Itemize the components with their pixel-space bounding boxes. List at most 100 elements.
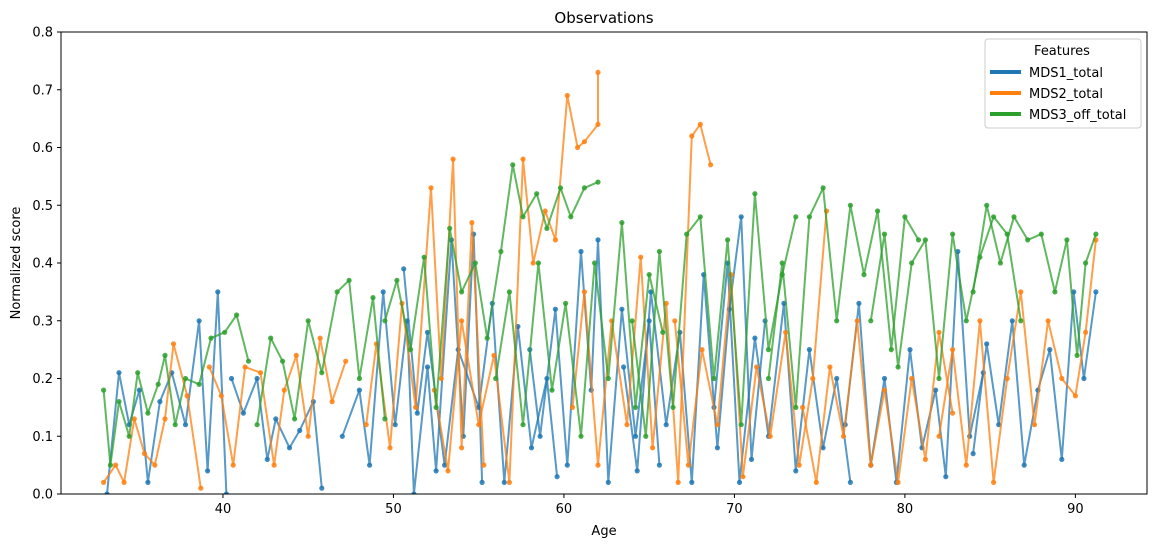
data-point [254, 422, 260, 428]
y-tick-label: 0.2 [32, 372, 53, 387]
data-point [428, 185, 434, 191]
y-tick-label: 0.5 [32, 199, 53, 214]
data-point [230, 462, 236, 468]
data-point [447, 225, 453, 231]
data-point [820, 445, 826, 451]
x-tick-label: 60 [556, 502, 573, 517]
data-point [329, 399, 335, 405]
data-point [689, 133, 695, 139]
data-point [121, 479, 127, 485]
data-point [292, 416, 298, 422]
data-point [413, 404, 419, 410]
series-line [208, 337, 347, 467]
data-point [438, 375, 444, 382]
data-point [991, 479, 997, 485]
data-point [528, 445, 535, 451]
data-point [564, 92, 570, 99]
data-point [902, 214, 908, 220]
data-point [847, 479, 854, 485]
data-point [537, 433, 543, 439]
series-line [673, 210, 828, 478]
y-tick-label: 0.8 [32, 26, 53, 41]
x-tick-label: 70 [726, 502, 743, 517]
data-point [520, 214, 526, 220]
data-point [970, 451, 976, 457]
data-point [116, 370, 122, 376]
legend-label: MDS3_off_total [1029, 108, 1126, 123]
y-tick-label: 0.4 [32, 257, 53, 272]
data-point [578, 433, 584, 439]
data-point [748, 456, 755, 462]
data-point [549, 387, 555, 393]
series-line [869, 215, 1022, 380]
y-axis: 0.0 0.1 0.2 0.3 0.4 0.5 0.6 0.7 0.8 [32, 26, 61, 503]
data-point [909, 375, 915, 382]
data-point [595, 237, 601, 243]
data-point [520, 156, 526, 162]
data-point [1059, 456, 1065, 462]
data-point [738, 422, 744, 428]
data-point [1083, 329, 1089, 335]
data-point [196, 381, 202, 387]
data-point [264, 456, 270, 462]
data-point [254, 375, 260, 382]
data-point [1064, 237, 1070, 243]
data-point [624, 422, 630, 428]
y-tick-label: 0.0 [32, 488, 53, 503]
data-point [1018, 289, 1024, 295]
legend-label: MDS1_total [1029, 66, 1103, 81]
data-point [469, 220, 475, 226]
data-point [660, 329, 666, 335]
data-point [498, 248, 504, 255]
data-point [1074, 352, 1080, 358]
data-point [793, 468, 799, 474]
data-point [569, 404, 576, 410]
data-point [472, 260, 478, 266]
data-point [145, 479, 151, 485]
data-point [1059, 375, 1065, 382]
data-point [501, 479, 507, 485]
data-point [670, 404, 676, 410]
data-point [510, 162, 516, 168]
data-point [575, 144, 581, 151]
data-point [356, 375, 362, 382]
data-point [346, 277, 352, 283]
data-point [1011, 214, 1017, 220]
data-point [738, 214, 744, 220]
series-line [402, 268, 559, 484]
data-point [1025, 237, 1031, 243]
data-point [650, 445, 656, 451]
data-point [424, 364, 431, 370]
legend-label: MDS2_total [1029, 87, 1103, 102]
data-point [126, 433, 132, 439]
data-point [268, 335, 274, 341]
data-point [984, 341, 990, 347]
data-point [479, 479, 485, 485]
data-point [854, 318, 860, 324]
data-point [621, 364, 627, 370]
data-point [950, 347, 956, 353]
data-point [280, 358, 286, 364]
data-point [922, 237, 929, 243]
data-point [711, 375, 717, 382]
data-point [708, 162, 714, 168]
data-point [820, 185, 826, 191]
data-point [595, 462, 601, 468]
data-point [592, 260, 598, 266]
data-point [984, 202, 990, 208]
data-point [656, 462, 663, 468]
data-point [1072, 393, 1078, 399]
data-point [281, 387, 287, 393]
data-point [1081, 375, 1087, 382]
data-point [634, 468, 640, 474]
data-point [1031, 422, 1038, 428]
data-point [997, 260, 1004, 266]
data-point [544, 225, 550, 231]
data-point [484, 335, 490, 341]
data-point [765, 375, 772, 382]
data-point [922, 456, 929, 462]
data-point [834, 375, 840, 382]
data-point [155, 381, 161, 387]
data-point [382, 416, 388, 422]
